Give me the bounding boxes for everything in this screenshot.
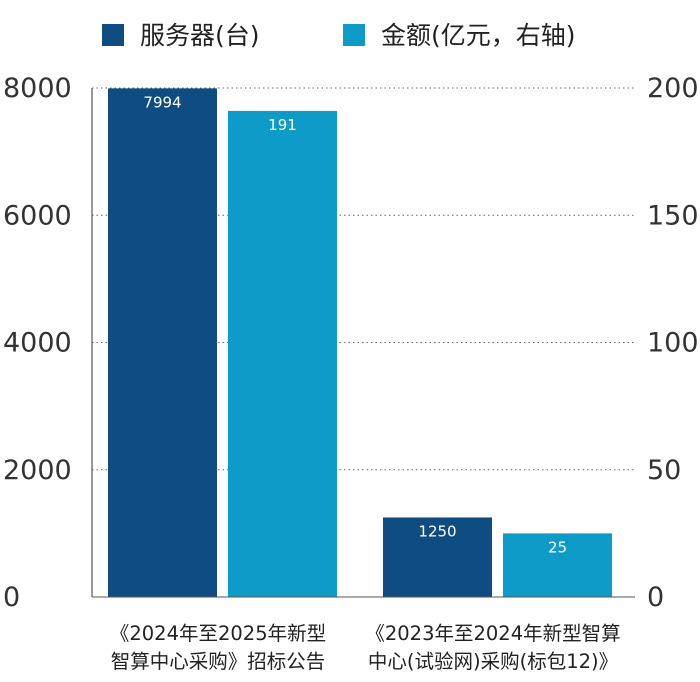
y-right-tick-label: 50: [647, 455, 681, 486]
bar-series-2-cat-2: [503, 533, 612, 597]
x-category-label: 《2023年至2024年新型智算: [365, 622, 620, 645]
bar-series-1-cat-2: [383, 517, 492, 597]
y-left-tick-label: 8000: [3, 73, 72, 104]
y-left-tick-label: 6000: [3, 200, 72, 231]
legend: 服务器(台) 金额(亿元，右轴): [102, 21, 576, 50]
data-label: 25: [548, 538, 567, 556]
legend-label: 金额(亿元，右轴): [381, 21, 576, 50]
bar-series-2-cat-1: [228, 110, 337, 597]
legend-swatch: [343, 24, 365, 46]
data-label: 1250: [418, 522, 456, 540]
x-category-label: 智算中心采购》招标公告: [111, 650, 326, 673]
x-category-label: 《2024年至2025年新型: [110, 622, 326, 645]
y-right-tick-label: 100: [647, 328, 699, 359]
x-category-label: 中心(试验网)采购(标包12)》: [368, 650, 618, 673]
y-left-tick-label: 2000: [3, 455, 72, 486]
y-right-tick-label: 0: [647, 582, 664, 613]
bar-series-1-cat-1: [108, 88, 217, 598]
data-label: 191: [268, 116, 297, 134]
data-label: 7994: [143, 93, 181, 111]
y-left-tick-label: 0: [3, 582, 20, 613]
bars: 7994 1250 191 25: [108, 88, 612, 598]
legend-label: 服务器(台): [140, 21, 260, 50]
legend-swatch: [102, 24, 124, 46]
y-left-tick-label: 4000: [3, 328, 72, 359]
axes: 0 2000 4000 6000 8000 0 50 100 150 200 《2024年至2025…: [3, 73, 699, 673]
y-right-tick-label: 150: [647, 200, 699, 231]
y-right-tick-label: 200: [647, 73, 699, 104]
